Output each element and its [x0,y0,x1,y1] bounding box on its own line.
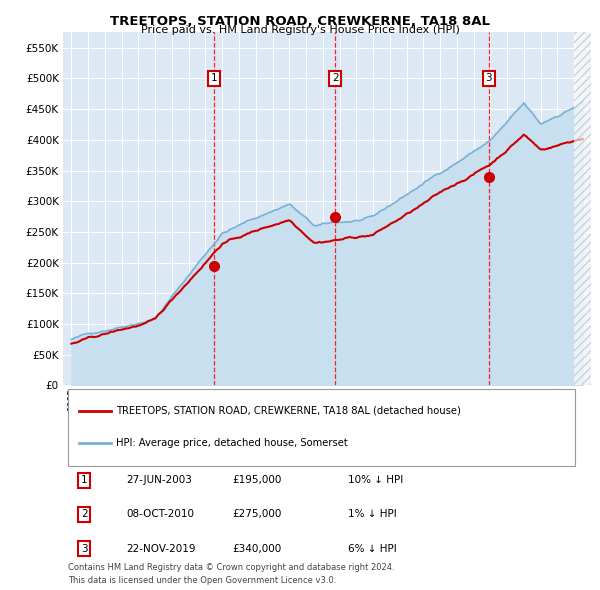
Text: TREETOPS, STATION ROAD, CREWKERNE, TA18 8AL: TREETOPS, STATION ROAD, CREWKERNE, TA18 … [110,15,490,28]
Text: 1: 1 [81,475,88,485]
Text: 27-JUN-2003: 27-JUN-2003 [127,475,192,485]
Text: This data is licensed under the Open Government Licence v3.0.: This data is licensed under the Open Gov… [68,576,337,585]
Text: £195,000: £195,000 [232,475,281,485]
FancyBboxPatch shape [68,389,575,466]
Text: TREETOPS, STATION ROAD, CREWKERNE, TA18 8AL (detached house): TREETOPS, STATION ROAD, CREWKERNE, TA18 … [116,406,461,416]
Text: Contains HM Land Registry data © Crown copyright and database right 2024.: Contains HM Land Registry data © Crown c… [68,563,395,572]
Text: 2: 2 [81,509,88,519]
Text: 10% ↓ HPI: 10% ↓ HPI [348,475,403,485]
Text: 1: 1 [211,74,217,83]
Text: 22-NOV-2019: 22-NOV-2019 [127,544,196,554]
Text: £340,000: £340,000 [232,544,281,554]
Text: £275,000: £275,000 [232,509,281,519]
Text: HPI: Average price, detached house, Somerset: HPI: Average price, detached house, Some… [116,438,347,448]
Text: 6% ↓ HPI: 6% ↓ HPI [348,544,397,554]
Text: Price paid vs. HM Land Registry's House Price Index (HPI): Price paid vs. HM Land Registry's House … [140,25,460,35]
Text: 08-OCT-2010: 08-OCT-2010 [127,509,194,519]
Text: 1% ↓ HPI: 1% ↓ HPI [348,509,397,519]
Text: 3: 3 [81,544,88,554]
Text: 3: 3 [485,74,492,83]
Text: 2: 2 [332,74,338,83]
